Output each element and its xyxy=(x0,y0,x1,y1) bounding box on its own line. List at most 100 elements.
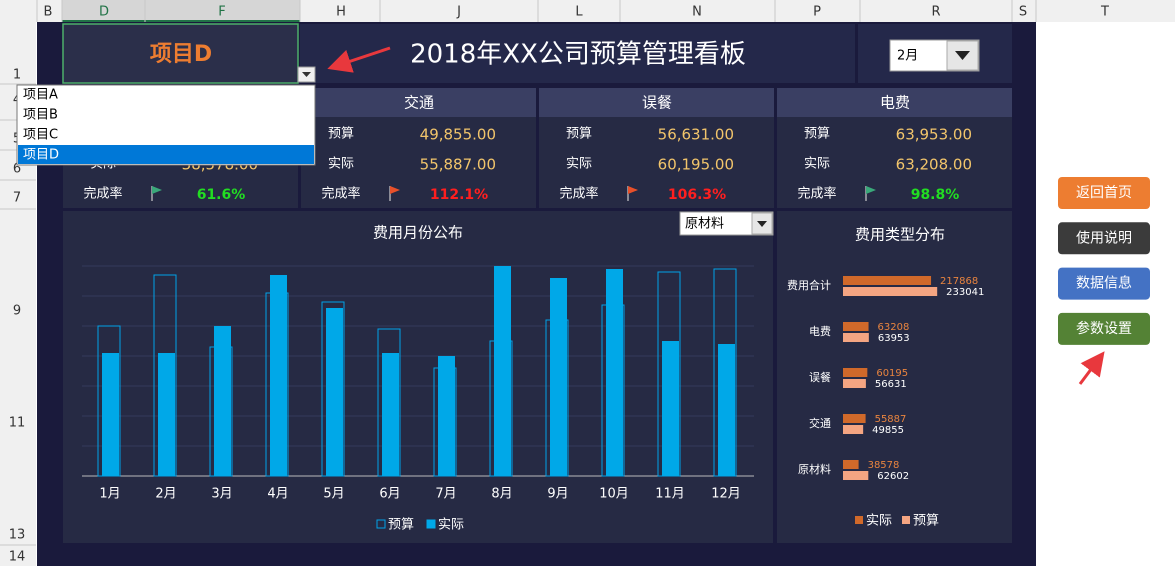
button-label: 数据信息 xyxy=(1076,275,1132,292)
value-label: 62602 xyxy=(877,471,909,482)
actual-bar xyxy=(214,326,231,476)
kpi-label: 预算 xyxy=(566,127,592,142)
value-label: 55887 xyxy=(875,414,907,425)
value-label: 217868 xyxy=(940,276,978,287)
actual-bar xyxy=(326,308,343,476)
button-label: 参数设置 xyxy=(1076,320,1132,337)
value-label: 60195 xyxy=(876,368,908,379)
actual-bar xyxy=(158,353,175,476)
legend-label: 预算 xyxy=(388,518,414,533)
value-label: 49855 xyxy=(872,425,904,436)
button[interactable] xyxy=(1058,177,1150,209)
dropdown-option[interactable]: 项目D xyxy=(23,148,59,163)
button[interactable] xyxy=(1058,222,1150,255)
actual-bar xyxy=(438,356,455,476)
value-label: 38578 xyxy=(868,460,900,471)
kpi-label: 实际 xyxy=(804,157,830,172)
button-label: 使用说明 xyxy=(1076,229,1132,246)
column-header: J xyxy=(456,5,461,20)
legend-swatch xyxy=(855,516,863,524)
bar xyxy=(843,425,864,434)
bar xyxy=(843,322,869,331)
type-chart-panel xyxy=(777,211,1012,543)
kpi-rate: 106.3% xyxy=(668,187,726,203)
kpi-value: 49,855.00 xyxy=(420,126,496,144)
kpi-label: 实际 xyxy=(328,157,354,172)
x-tick-label: 9月 xyxy=(547,487,568,502)
kpi-label: 完成率 xyxy=(797,186,836,202)
row-header: 7 xyxy=(13,191,21,206)
column-header: N xyxy=(692,5,702,20)
x-tick-label: 11月 xyxy=(655,487,685,502)
kpi-card-header xyxy=(777,88,1012,117)
x-tick-label: 6月 xyxy=(379,487,400,502)
kpi-card-title: 电费 xyxy=(880,94,910,112)
kpi-value: 63,953.00 xyxy=(896,126,972,144)
button[interactable] xyxy=(1058,267,1150,300)
row-header: 1 xyxy=(13,68,21,83)
y-tick-label: 电费 xyxy=(809,325,831,338)
dropdown-option[interactable]: 项目B xyxy=(23,108,58,123)
y-tick-label: 误餐 xyxy=(809,370,831,384)
bar xyxy=(843,414,866,423)
button[interactable] xyxy=(1058,312,1150,345)
dropdown-arrow-icon xyxy=(955,51,970,60)
legend-label: 预算 xyxy=(913,514,939,529)
chart-filter-text: 原材料 xyxy=(685,217,724,232)
x-tick-label: 8月 xyxy=(491,487,512,502)
dropdown-selected-row xyxy=(18,145,314,164)
dropdown-arrow-icon xyxy=(302,72,311,77)
dashboard-content: BDFHJLNPRST145679111314实际38,578.00完成率61.… xyxy=(0,0,1150,565)
legend-swatch xyxy=(426,519,436,529)
kpi-value: 56,631.00 xyxy=(658,126,734,144)
x-tick-label: 4月 xyxy=(267,487,288,502)
kpi-card-header xyxy=(539,88,774,117)
selected-column-header xyxy=(62,0,300,22)
row-header: 13 xyxy=(9,528,26,543)
column-header: H xyxy=(336,5,346,20)
month-select-text: 2月 xyxy=(897,49,918,64)
value-label: 56631 xyxy=(875,379,907,390)
dropdown-option[interactable]: 项目A xyxy=(23,88,58,103)
value-label: 233041 xyxy=(946,287,984,298)
kpi-label: 预算 xyxy=(328,127,354,142)
column-header: P xyxy=(813,5,821,20)
bar xyxy=(843,276,932,285)
kpi-card-title: 交通 xyxy=(404,94,434,112)
kpi-rate: 98.8% xyxy=(911,187,960,203)
bar xyxy=(843,287,938,296)
x-tick-label: 3月 xyxy=(211,487,232,502)
kpi-rate: 61.6% xyxy=(197,187,246,203)
kpi-label: 预算 xyxy=(804,127,830,142)
column-header: S xyxy=(1019,5,1027,20)
legend-swatch xyxy=(902,516,910,524)
y-tick-label: 原材料 xyxy=(798,462,831,476)
dropdown-option[interactable]: 项目C xyxy=(23,128,58,143)
flag-icon xyxy=(152,186,162,194)
x-tick-label: 2月 xyxy=(155,487,176,502)
legend-label: 实际 xyxy=(866,514,892,529)
bar xyxy=(843,368,868,377)
kpi-rate: 112.1% xyxy=(430,187,488,203)
column-header: R xyxy=(931,5,940,20)
dashboard-title: 2018年XX公司预算管理看板 xyxy=(410,40,746,70)
kpi-label: 完成率 xyxy=(83,186,122,202)
annotation-arrow xyxy=(1078,351,1105,385)
column-header: L xyxy=(575,5,583,20)
project-cell-text: 项目D xyxy=(150,42,212,67)
y-tick-label: 费用合计 xyxy=(787,278,831,292)
x-tick-label: 7月 xyxy=(435,487,456,502)
title-panel xyxy=(300,24,855,83)
flag-icon xyxy=(390,186,400,194)
row-header: 14 xyxy=(9,550,26,565)
kpi-card-title: 误餐 xyxy=(642,94,672,112)
chart-filter-select[interactable] xyxy=(679,211,774,236)
value-label: 63953 xyxy=(878,333,910,344)
actual-bar xyxy=(382,353,399,476)
project-cell[interactable] xyxy=(62,23,299,84)
actual-bar xyxy=(494,266,511,476)
actual-bar xyxy=(102,353,119,476)
actual-bar xyxy=(606,269,623,476)
chart-title: 费用月份公布 xyxy=(373,224,463,242)
kpi-label: 完成率 xyxy=(559,186,598,202)
